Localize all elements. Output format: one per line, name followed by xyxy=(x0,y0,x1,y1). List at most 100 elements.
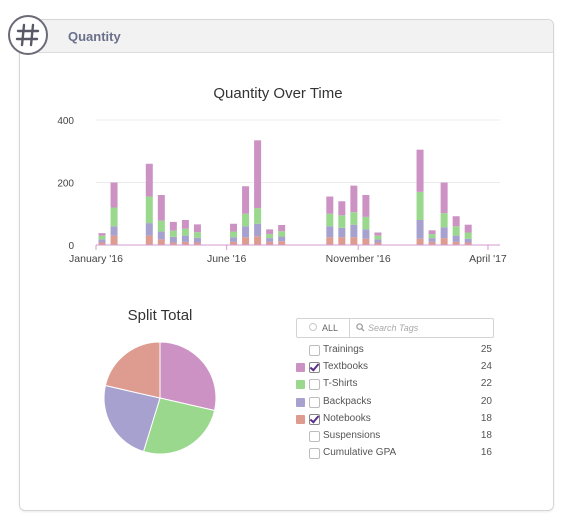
bar-textbooks-segment xyxy=(452,216,460,227)
pie-slice-textbooks xyxy=(159,341,217,412)
bar-textbooks-segment xyxy=(440,182,448,214)
pie-slice-notebooks xyxy=(104,341,161,399)
tag-row[interactable]: Backpacks 20 xyxy=(296,395,496,412)
bar-t-shirts-segment xyxy=(242,213,250,227)
bar-textbooks-segment xyxy=(157,195,165,221)
tag-row[interactable]: Trainings 25 xyxy=(296,343,496,360)
bar-textbooks-segment xyxy=(266,229,274,235)
tag-color-swatch xyxy=(296,397,305,407)
bar-backpacks-segment xyxy=(338,227,346,238)
tag-label: Notebooks xyxy=(323,412,371,424)
x-tick-label: January '16 xyxy=(69,253,123,265)
bar-notebooks-segment xyxy=(440,238,448,245)
bar-backpacks-segment xyxy=(254,223,262,237)
bar-backpacks-segment xyxy=(157,231,165,240)
bar-notebooks-segment xyxy=(145,235,153,245)
bar-chart-title: Quantity Over Time xyxy=(213,85,343,102)
bar-textbooks-segment xyxy=(350,185,358,213)
tag-label: Suspensions xyxy=(323,430,381,441)
pie-slice-backpacks xyxy=(103,384,161,453)
bar-notebooks-segment xyxy=(193,242,201,245)
tag-label: Textbooks xyxy=(323,361,369,373)
bar-textbooks-segment xyxy=(374,232,382,236)
bar-t-shirts-segment xyxy=(278,231,286,237)
tag-count: 18 xyxy=(480,430,492,441)
bar-t-shirts-segment xyxy=(452,226,460,236)
all-radio[interactable] xyxy=(309,323,317,331)
bar-backpacks-segment xyxy=(230,237,238,242)
tag-row[interactable]: Textbooks 24 xyxy=(296,360,496,377)
tag-checkbox[interactable] xyxy=(309,431,320,442)
bar-backpacks-segment xyxy=(440,227,448,239)
bar-backpacks-segment xyxy=(145,223,153,236)
bar-backpacks-segment xyxy=(278,236,286,242)
pie-chart-title: Split Total xyxy=(127,307,193,324)
bar-notebooks-segment xyxy=(157,239,165,245)
bar-textbooks-segment xyxy=(110,182,118,208)
bar-backpacks-segment xyxy=(374,239,382,243)
bar-textbooks-segment xyxy=(181,220,189,229)
bar-t-shirts-segment xyxy=(230,231,238,238)
bar-textbooks-segment xyxy=(145,163,153,197)
bar-textbooks-segment xyxy=(362,195,370,217)
tag-row[interactable]: Notebooks 18 xyxy=(296,412,496,429)
tag-color-swatch xyxy=(296,414,305,424)
bar-backpacks-segment xyxy=(98,239,106,243)
quantity-bar-chart: 0 200 400 January '16 June '16 November '16 Ap… xyxy=(57,116,507,265)
tag-checkbox[interactable] xyxy=(309,448,320,460)
tag-row[interactable]: Cumulative GPA 16 xyxy=(296,446,496,463)
all-label: ALL xyxy=(322,323,339,333)
tag-checkbox[interactable] xyxy=(309,413,320,425)
tag-checkbox[interactable] xyxy=(309,396,320,408)
bar-textbooks-segment xyxy=(254,140,262,209)
search-tags-input[interactable] xyxy=(368,320,488,335)
bar-notebooks-segment xyxy=(374,242,382,245)
bar-textbooks-segment xyxy=(193,224,201,233)
tag-filter-bar: ALL xyxy=(296,318,494,338)
tag-checkbox[interactable] xyxy=(309,379,320,391)
bar-t-shirts-segment xyxy=(362,216,370,230)
bar-backpacks-segment xyxy=(193,237,201,243)
all-toggle[interactable]: ALL xyxy=(297,319,350,337)
bar-t-shirts-segment xyxy=(440,213,448,228)
bar-t-shirts-segment xyxy=(374,235,382,240)
bar-backpacks-segment xyxy=(169,236,177,243)
bar-t-shirts-segment xyxy=(193,232,201,238)
bar-notebooks-segment xyxy=(416,238,424,245)
bar-textbooks-segment xyxy=(464,224,472,233)
bar-textbooks-segment xyxy=(230,223,238,232)
bar-backpacks-segment xyxy=(242,226,250,238)
bar-notebooks-segment xyxy=(242,237,250,245)
x-tick-label: April '17 xyxy=(469,253,507,265)
bar-notebooks-segment xyxy=(350,237,358,245)
y-tick-label: 400 xyxy=(57,116,74,127)
bar-t-shirts-segment xyxy=(266,234,274,239)
x-tick-label: November '16 xyxy=(326,253,391,265)
tag-row[interactable]: T-Shirts 22 xyxy=(296,377,496,394)
tag-color-swatch xyxy=(296,363,305,373)
bar-textbooks-segment xyxy=(278,225,286,232)
bar-backpacks-segment xyxy=(350,224,358,238)
bar-notebooks-segment xyxy=(278,241,286,245)
bar-t-shirts-segment xyxy=(110,207,118,227)
tag-label: Trainings xyxy=(323,344,364,355)
tag-label: T-Shirts xyxy=(323,378,358,390)
quantity-card: Quantity xyxy=(19,19,554,511)
bar-t-shirts-segment xyxy=(338,215,346,228)
x-tick-label: June '16 xyxy=(207,253,247,265)
tag-checkbox[interactable] xyxy=(309,362,320,374)
bar-t-shirts-segment xyxy=(254,208,262,224)
tag-label: Cumulative GPA xyxy=(323,447,397,459)
tag-count: 24 xyxy=(480,361,492,373)
tag-checkbox[interactable] xyxy=(309,345,320,356)
tag-row[interactable]: Suspensions 18 xyxy=(296,429,496,446)
bar-backpacks-segment xyxy=(428,238,436,242)
bar-backpacks-segment xyxy=(464,238,472,243)
bar-notebooks-segment xyxy=(181,241,189,245)
y-tick-label: 0 xyxy=(68,241,74,252)
bar-backpacks-segment xyxy=(362,229,370,239)
bar-notebooks-segment xyxy=(266,241,274,245)
bar-textbooks-segment xyxy=(428,230,436,235)
search-box[interactable] xyxy=(350,319,493,337)
split-total-pie-chart xyxy=(103,341,217,455)
